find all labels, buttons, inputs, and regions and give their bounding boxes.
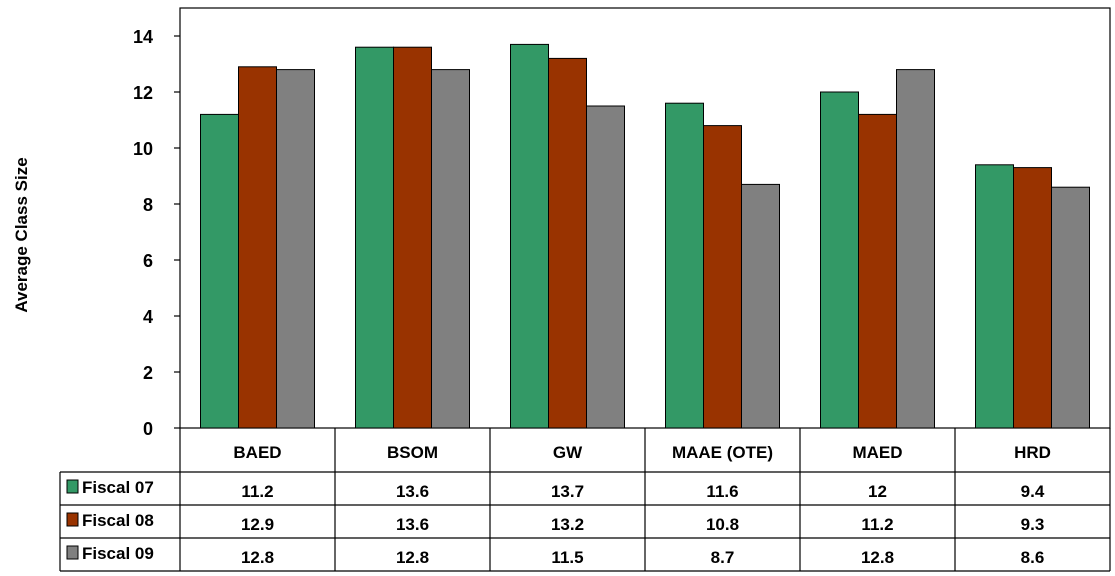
data-label: 12 <box>868 482 887 501</box>
data-label: 13.6 <box>396 515 429 534</box>
data-label: 12.9 <box>241 515 274 534</box>
y-tick-label: 4 <box>143 307 153 327</box>
bar <box>510 43 549 429</box>
bars <box>200 43 1090 429</box>
bar <box>393 46 432 429</box>
data-label: 13.7 <box>551 482 584 501</box>
bar <box>1051 186 1090 429</box>
bar <box>431 69 470 429</box>
data-label: 11.2 <box>241 482 273 501</box>
data-label: 12.8 <box>861 548 894 567</box>
bar <box>741 183 780 429</box>
data-table: BAED BSOM GW MAAE (OTE) MAED HRD Fiscal 07 11.2… <box>59 428 1111 572</box>
data-label: 11.5 <box>551 548 583 567</box>
legend-key <box>66 512 79 527</box>
y-tick-label: 10 <box>133 139 153 159</box>
data-label: 10.8 <box>706 515 739 534</box>
y-axis-title: Average Class Size <box>12 157 31 312</box>
bar <box>975 164 1014 429</box>
bar <box>200 113 239 429</box>
bar <box>355 46 394 429</box>
bar <box>238 66 277 429</box>
bar <box>820 91 859 429</box>
plot-area <box>179 7 1111 429</box>
data-label: 12.8 <box>241 548 274 567</box>
bar <box>276 69 315 429</box>
y-tick-label: 14 <box>133 27 153 47</box>
bar <box>858 113 897 429</box>
legend-label: Fiscal 09 <box>82 544 154 563</box>
y-tick-label: 0 <box>143 419 153 439</box>
legend-label: Fiscal 07 <box>82 478 154 497</box>
legend-key <box>66 479 79 494</box>
bar <box>1013 167 1052 429</box>
legend-key <box>66 545 79 560</box>
bar <box>586 105 625 429</box>
data-label: 8.7 <box>711 548 735 567</box>
data-label: 9.3 <box>1021 515 1045 534</box>
y-tick-label: 2 <box>143 363 153 383</box>
data-label: 13.6 <box>396 482 429 501</box>
category-label: BAED <box>233 443 281 462</box>
category-label: GW <box>553 443 583 462</box>
data-label: 11.6 <box>706 482 738 501</box>
data-label: 11.2 <box>861 515 893 534</box>
category-label: BSOM <box>387 443 438 462</box>
bar <box>665 102 704 429</box>
data-label: 9.4 <box>1021 482 1045 501</box>
bar <box>548 57 587 429</box>
data-label: 13.2 <box>551 515 584 534</box>
category-label: MAED <box>852 443 902 462</box>
y-tick-label: 6 <box>143 251 153 271</box>
data-label: 8.6 <box>1021 548 1045 567</box>
bar <box>896 69 935 429</box>
y-tick-label: 12 <box>133 83 153 103</box>
bar <box>703 125 742 429</box>
legend-label: Fiscal 08 <box>82 511 154 530</box>
data-label: 12.8 <box>396 548 429 567</box>
y-tick-label: 8 <box>143 195 153 215</box>
category-label: MAAE (OTE) <box>672 443 773 462</box>
category-label: HRD <box>1014 443 1051 462</box>
